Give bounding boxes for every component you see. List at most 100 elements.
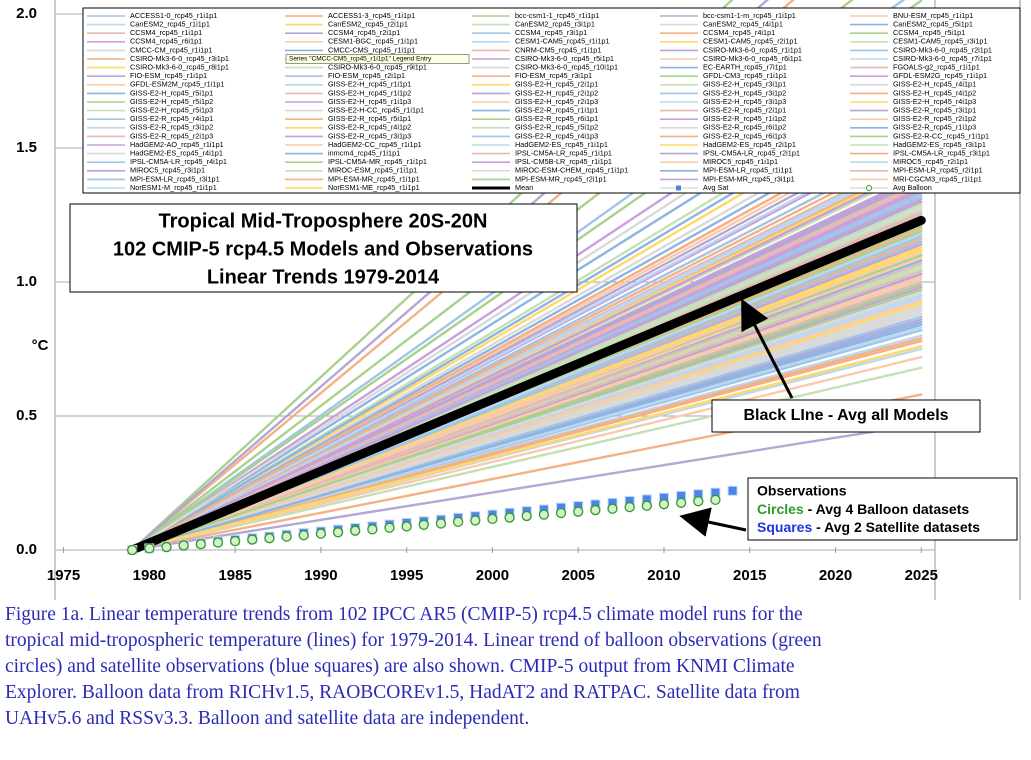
legend-label: GISS-E2-R_rcp45_r1i1p2 [703,114,786,123]
balloon-marker [401,521,412,532]
legend-label: CSIRO-Mk3-6-0_rcp45_r5i1p1 [515,54,614,63]
legend-label: MPI-ESM-MR_rcp45_r1i1p1 [328,174,420,183]
legend-label: GFDL-ESM2G_rcp45_r1i1p1 [893,71,987,80]
balloon-marker [435,518,447,529]
legend-label: FIO-ESM_rcp45_r3i1p1 [515,71,592,80]
caption-line: Figure 1a. Linear temperature trends fro… [5,604,803,625]
balloon-marker [538,509,550,520]
balloon-marker [367,524,378,535]
arrow [741,298,794,399]
caption-line: tropical mid-tropospheric temperature (l… [5,630,822,651]
balloon-marker [452,516,464,528]
legend-label: NorESM1-M_rcp45_r1i1p1 [130,183,217,192]
legend-marker [866,185,872,191]
model-line [130,165,923,552]
balloon-marker [384,522,395,533]
legend-label: CSIRO-Mk3-6-0_rcp45_r8i1p1 [130,63,229,72]
balloon-marker [418,519,429,530]
legend-label: CanESM2_rcp45_r4i1p1 [703,20,783,29]
balloon-marker [350,525,361,536]
legend-label: IPSL-CM5A-LR_rcp45_r3i1p1 [893,149,990,158]
legend-label: FIO-ESM_rcp45_r2i1p1 [328,71,405,80]
legend-label: MIROC-ESM-CHEM_rcp45_r1i1p1 [515,166,628,175]
legend-marker [676,185,681,191]
legend-label: CanESM2_rcp45_r5i1p1 [893,20,973,29]
model-line [130,355,923,552]
note-heading: Observations [757,483,847,499]
note-rest: - Avg 2 Satellite datasets [812,519,980,535]
obs-note: Observations Circles - Avg 4 Balloon dat… [747,477,1018,541]
legend-label: GISS-E2-R_rcp45_r2i1p3 [130,131,213,140]
legend-label: FGOALS-g2_rcp45_r1i1p1 [893,63,980,72]
balloon-marker [161,541,172,553]
model-line [130,321,923,552]
model-line [130,130,923,552]
x-tick-label: 1980 [133,567,166,584]
legend-label: GISS-E2-H_rcp45_r1i1p1 [328,80,411,89]
legend-label: HadGEM2-CC_rcp45_r1i1p1 [328,140,422,149]
legend-label: GISS-E2-H-CC_rcp45_r1i1p1 [328,106,424,115]
legend-label: CSIRO-Mk3-6-0_rcp45_r1i1p1 [703,45,802,54]
legend-label: IPSL-CM5A-LR_rcp45_r1i1p1 [515,149,612,158]
legend-label: CanESM2_rcp45_r2i1p1 [328,20,408,29]
legend-label: GISS-E2-R_rcp45_r3i1p1 [893,106,976,115]
balloon-marker [281,531,292,542]
legend-label: MIROC5_rcp45_r3i1p1 [130,166,205,175]
legend-label: GISS-E2-H_rcp45_r5i1p2 [130,97,213,106]
note-frame [747,477,1018,541]
legend-label: GISS-E2-H_rcp45_r1i1p2 [328,88,411,97]
model-line [130,422,923,552]
legend-label: CSIRO-Mk3-6-0_rcp45_r7i1p1 [893,54,992,63]
chart: 0.0 0.5 1.0 1.5 2.0 1975 1980 1985 1990 1995 2000 2… [16,0,1021,600]
model-line [130,291,923,552]
legend-label: GISS-E2-R_rcp45_r1i1p1 [515,106,598,115]
legend-label: IPSL-CM5A-MR_rcp45_r1i1p1 [328,157,427,166]
balloon-marker [710,494,721,506]
title-box: Tropical Mid-Troposphere 20S-20N 102 CMI… [69,203,578,293]
balloon-marker [470,515,481,526]
note-frame [711,399,981,433]
legend-label: MPI-ESM-LR_rcp45_r2i1p1 [893,166,983,175]
legend-label: bcc-csm1-1_rcp45_r1i1p1 [515,11,599,20]
legend-label: HadGEM2-ES_rcp45_r2i1p1 [703,140,796,149]
mean-line [127,215,926,555]
legend-label: IPSL-CM5B-LR_rcp45_r1i1p1 [515,157,612,166]
legend-label: CSIRO-Mk3-6-0_rcp45_r10i1p1 [515,63,618,72]
legend-label: Avg Sat [703,183,728,192]
sat-marker [727,485,738,496]
legend-label: GISS-E2-R_rcp45_r2i1p2 [893,114,976,123]
balloon-marker [555,507,567,519]
legend-label: GISS-E2-H_rcp45_r2i1p1 [515,80,598,89]
legend-label: GFDL-CM3_rcp45_r1i1p1 [703,71,787,80]
legend-label: CESM1-CAM5_rcp45_r3i1p1 [893,37,988,46]
legend-label: GISS-E2-R_rcp45_r5i1p2 [515,123,598,132]
legend-label: Mean [515,183,533,192]
balloon-marker [144,543,155,554]
balloon-marker [521,510,532,522]
legend-label: MPI-ESM-LR_rcp45_r3i1p1 [130,174,220,183]
legend-label: IPSL-CM5A-LR_rcp45_r2i1p1 [703,149,800,158]
legend-label: GISS-E2-R_rcp45_r3i1p2 [130,123,213,132]
legend-label: CCSM4_rcp45_r5i1p1 [893,28,965,37]
legend-label: IPSL-CM5A-LR_rcp45_r4i1p1 [130,157,227,166]
mean-note: Black LIne - Avg all Models [711,399,981,433]
x-tick-label: 2005 [562,567,595,584]
legend-label: ACCESS1-0_rcp45_r1i1p1 [130,11,217,20]
x-tick-label: 2015 [733,567,766,584]
tooltip-text: Series "CMCC-CM5_rcp45_r1i1p1" Legend En… [289,56,432,63]
model-line [130,256,923,552]
balloon-marker [212,537,224,548]
legend-label: CMCC-CMS_rcp45_r1i1p1 [328,45,415,54]
balloon-marker [315,528,327,539]
note-text: Black LIne - Avg all Models [743,407,948,424]
x-tick-label: 2000 [476,567,509,584]
y-tick-label: 0.0 [16,541,37,558]
legend-label: HadGEM2-ES_rcp45_r1i1p1 [515,140,608,149]
legend-label: GISS-E2-R_rcp45_r3i1p3 [328,131,411,140]
legend-label: GISS-E2-R_rcp45_r6i1p2 [703,123,786,132]
legend-label: GISS-E2-R_rcp45_r4i1p3 [515,131,598,140]
balloon-marker [675,497,687,508]
balloon-marker [641,500,652,511]
x-tick-label: 2020 [819,567,852,584]
